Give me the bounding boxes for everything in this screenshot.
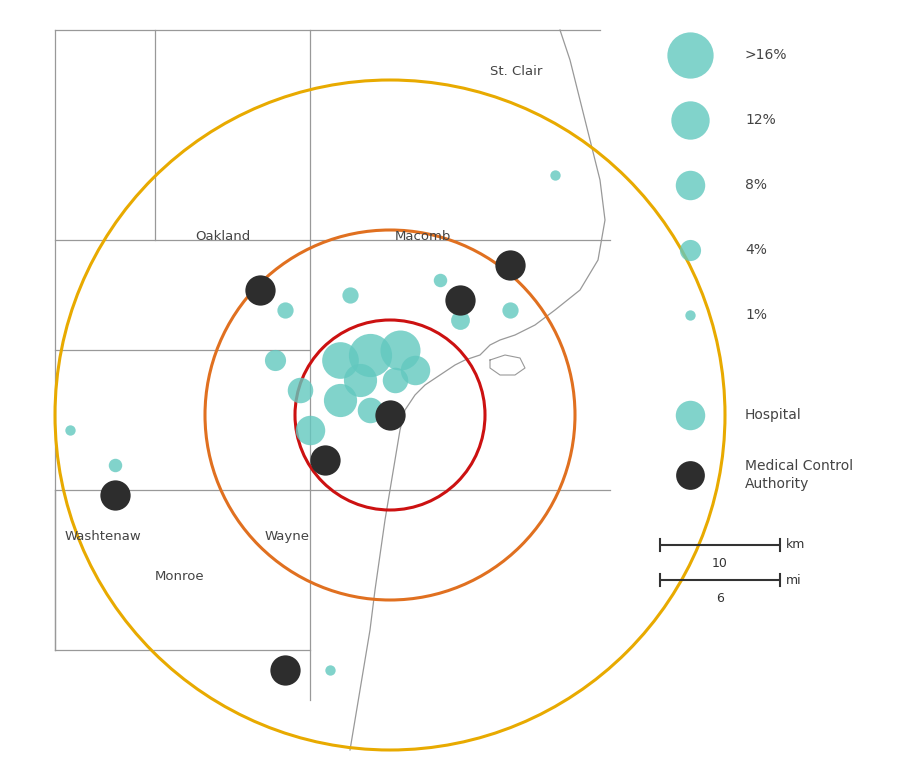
Point [683,49,698,61]
Point [503,259,517,271]
Point [683,179,698,191]
Point [683,113,698,126]
Point [333,354,347,366]
Text: Macomb: Macomb [395,230,452,243]
Point [278,304,293,317]
Point [323,664,338,676]
Text: km: km [786,539,806,551]
Text: Washtenaw: Washtenaw [65,530,142,543]
Point [108,489,122,501]
Text: Wayne: Wayne [265,530,310,543]
Text: Hospital: Hospital [745,408,802,422]
Point [253,284,267,296]
Point [683,309,698,321]
Point [353,374,367,386]
Point [683,469,698,481]
Point [363,349,377,361]
Point [318,454,332,466]
Point [333,394,347,406]
Point [268,354,283,366]
Point [683,409,698,422]
Text: 8%: 8% [745,178,767,192]
Text: >16%: >16% [745,48,788,62]
Text: mi: mi [786,574,802,587]
Point [302,424,317,436]
Text: Oakland: Oakland [195,230,250,243]
Point [503,304,517,317]
Point [453,314,467,327]
Point [108,459,122,471]
Point [683,244,698,256]
Text: 1%: 1% [745,308,767,322]
Point [433,274,447,286]
Text: 4%: 4% [745,243,767,257]
Point [292,384,307,396]
Point [408,364,422,376]
Point [548,169,562,181]
Point [453,294,467,306]
Text: 6: 6 [716,592,724,605]
Point [278,664,293,676]
Point [392,344,407,356]
Point [388,374,402,386]
Point [63,424,77,436]
Text: Monroe: Monroe [155,570,204,583]
Point [343,289,357,301]
Text: 12%: 12% [745,113,776,127]
Point [363,404,377,416]
Text: St. Clair: St. Clair [490,65,543,78]
Text: 10: 10 [712,557,728,570]
Text: Medical Control
Authority: Medical Control Authority [745,459,853,491]
Point [382,409,397,422]
